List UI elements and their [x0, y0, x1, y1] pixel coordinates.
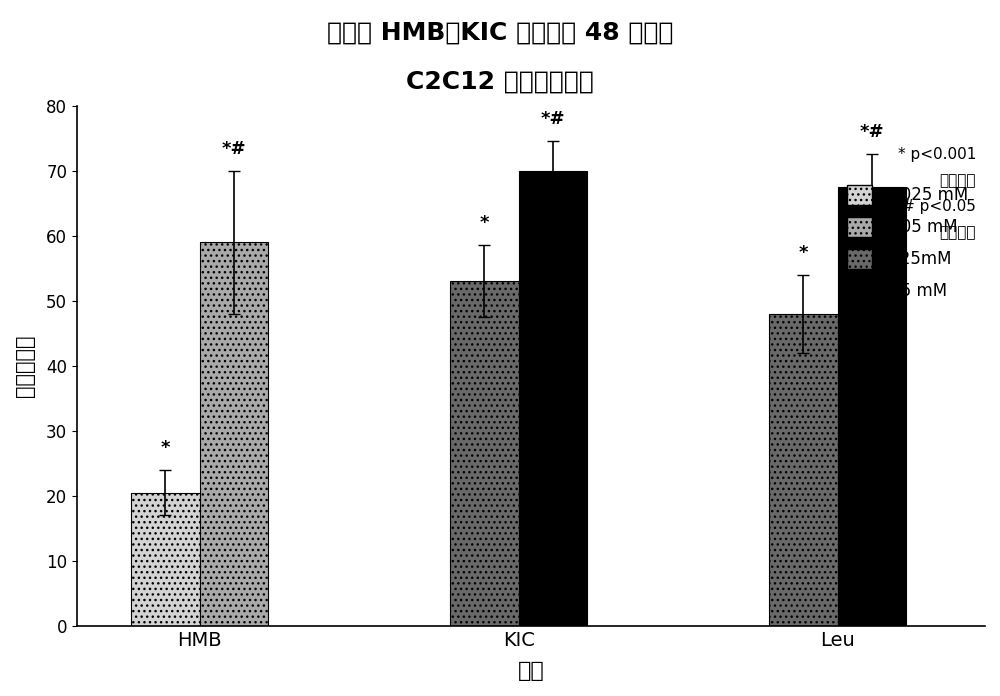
Bar — [838, 187, 906, 626]
Bar — [131, 493, 200, 626]
Text: *#: *# — [541, 110, 565, 128]
Text: *#: *# — [222, 140, 246, 157]
Text: 暴露于 HMB、KIC 和亮氨酸 48 小时的: 暴露于 HMB、KIC 和亮氨酸 48 小时的 — [327, 21, 673, 45]
Legend: 0.025 mM, 0.05 mM, 0.25mM, 0.5 mM: 0.025 mM, 0.05 mM, 0.25mM, 0.5 mM — [838, 176, 977, 309]
Text: （浓度）: （浓度） — [939, 226, 976, 240]
Text: # p<0.05: # p<0.05 — [902, 199, 976, 214]
Text: （处理）: （处理） — [939, 173, 976, 188]
Text: *#: *# — [860, 123, 884, 141]
Y-axis label: 刺激百分比: 刺激百分比 — [15, 335, 35, 397]
X-axis label: 处理: 处理 — [518, 661, 544, 681]
Bar — [200, 242, 268, 626]
Bar — [769, 314, 838, 626]
Text: *: * — [161, 439, 170, 457]
Text: *: * — [480, 214, 489, 232]
Text: C2C12 的脂肪酸氧化: C2C12 的脂肪酸氧化 — [406, 70, 594, 93]
Text: * p<0.001: * p<0.001 — [898, 147, 976, 162]
Text: *: * — [799, 244, 808, 262]
Bar — [450, 281, 519, 626]
Bar — [519, 171, 587, 626]
